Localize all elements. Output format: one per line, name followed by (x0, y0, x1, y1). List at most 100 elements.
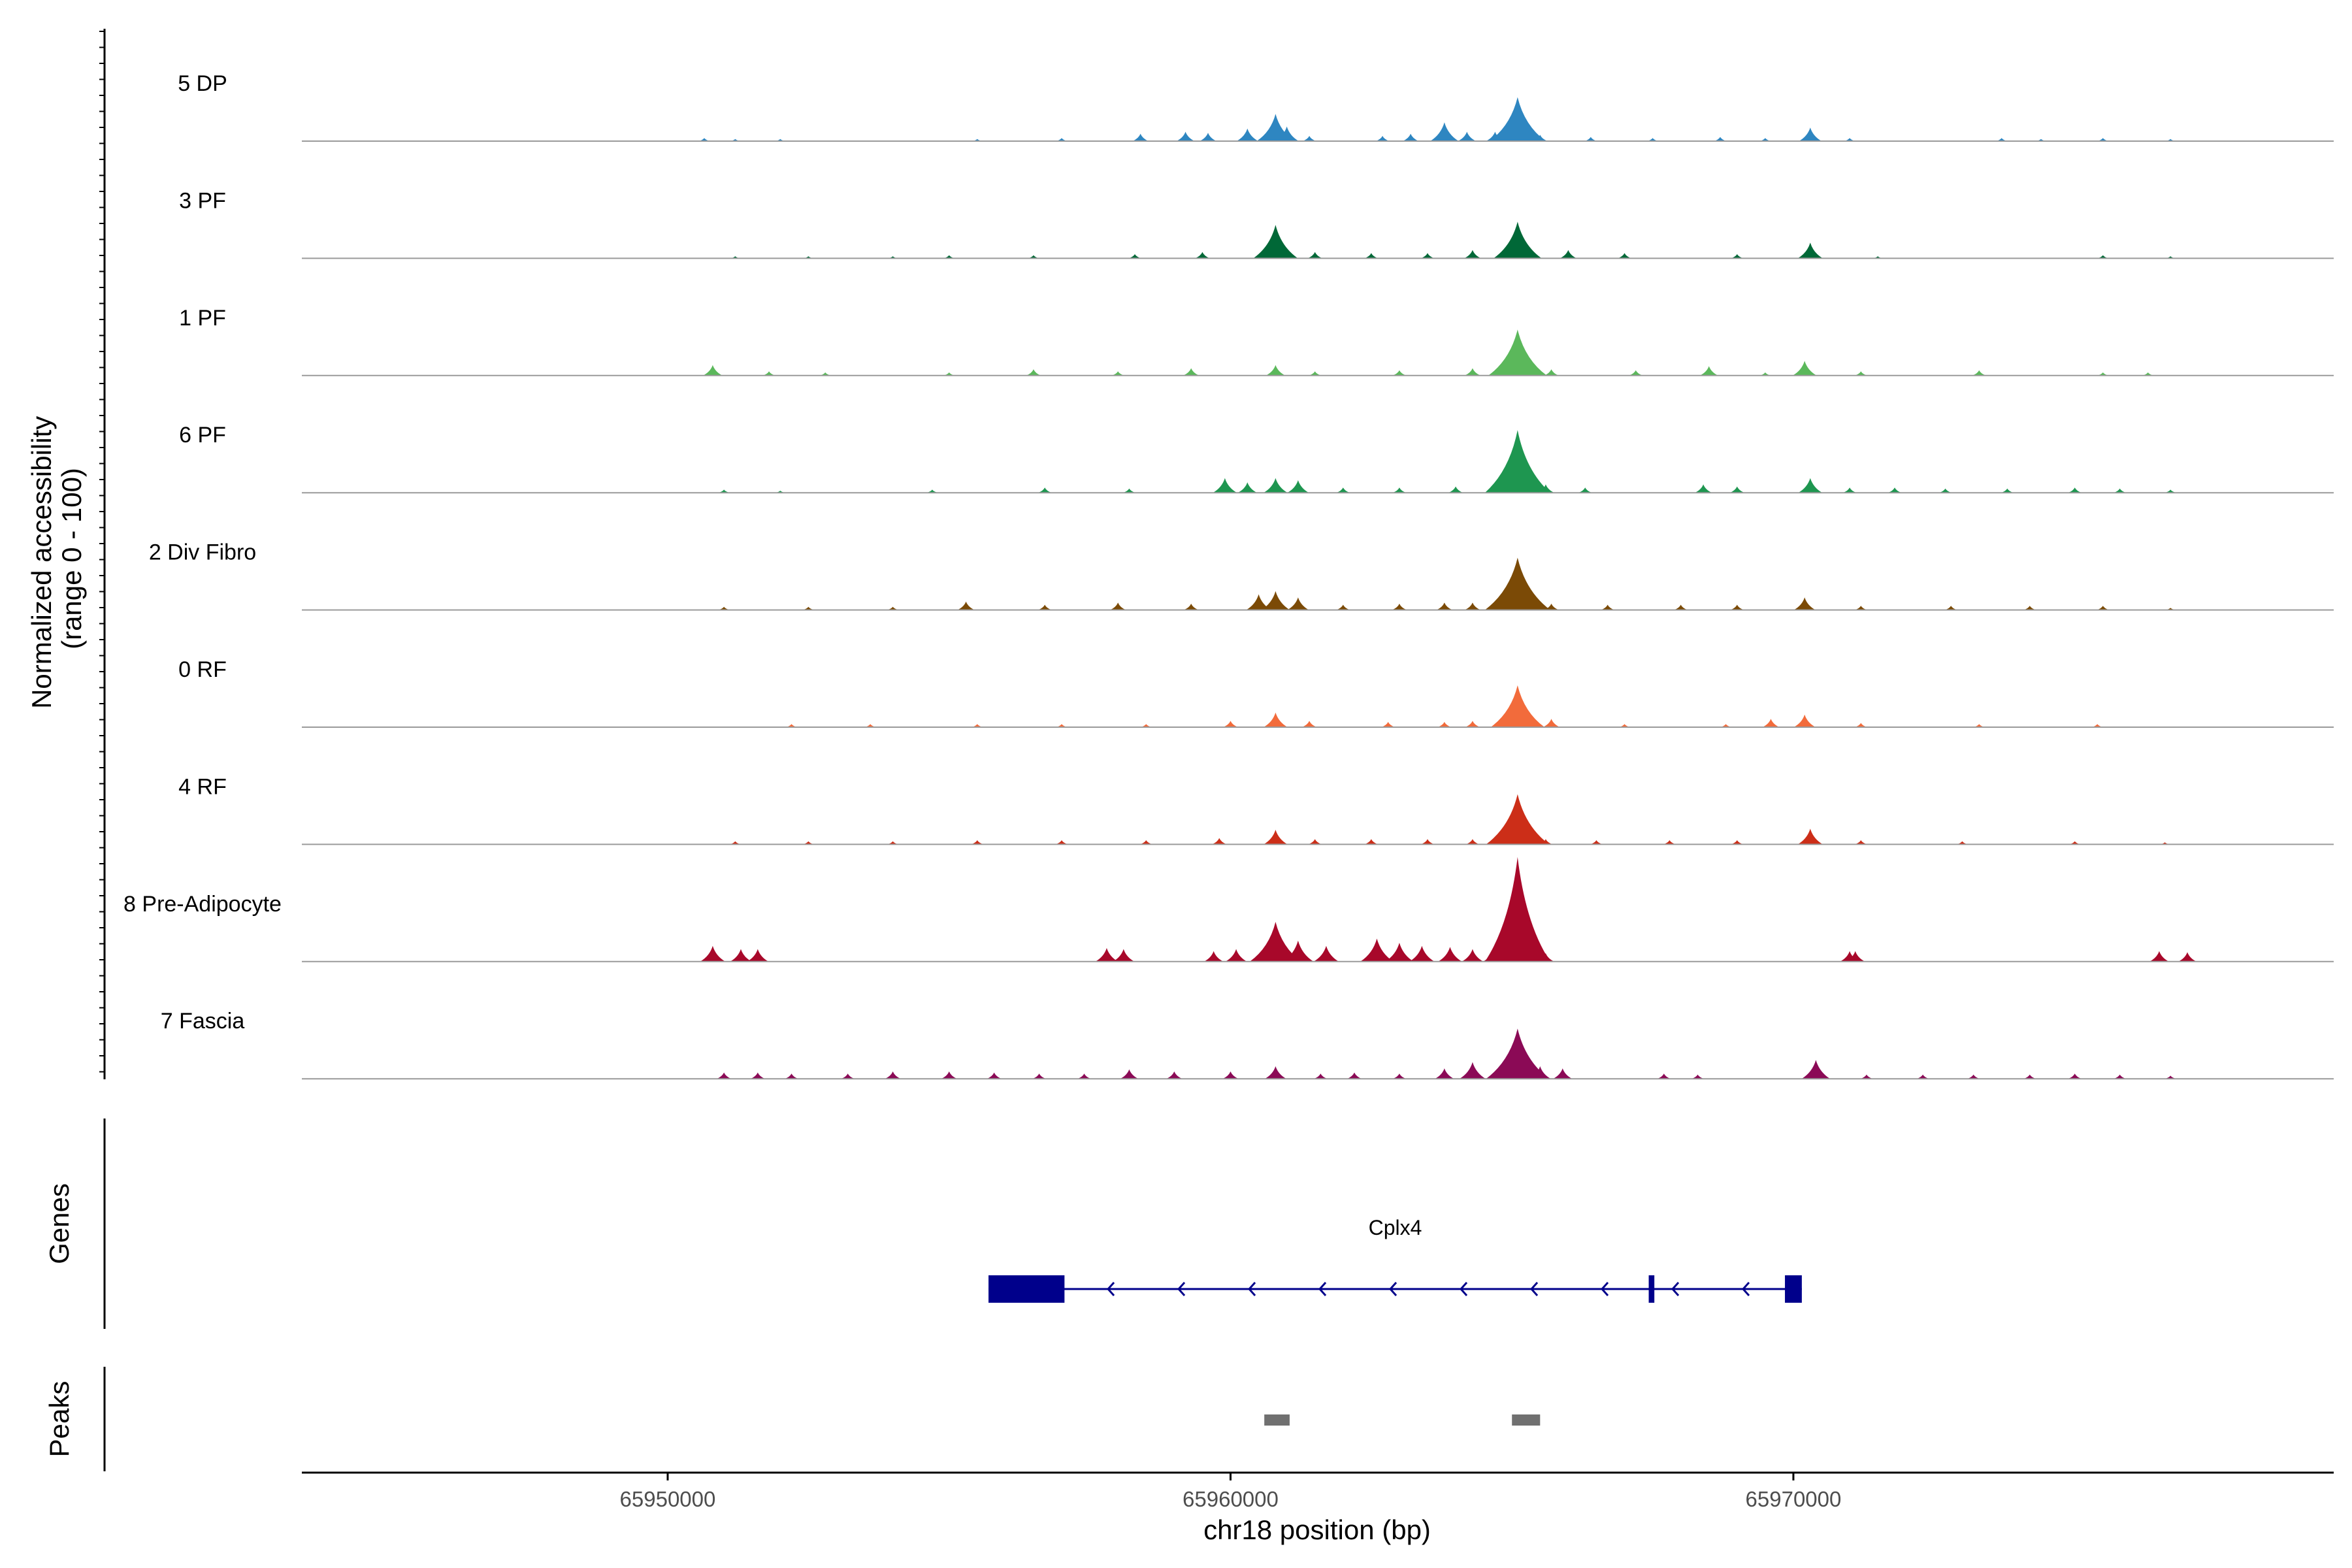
signal-peak (1490, 685, 1545, 727)
signal-peak (1347, 1072, 1362, 1079)
signal-peak (1264, 830, 1288, 845)
track-signal (785, 685, 2103, 727)
signal-peak (2164, 1075, 2176, 1079)
signal-peak (1302, 136, 1316, 141)
signal-peak (716, 1072, 732, 1079)
signal-peak (1465, 721, 1480, 727)
signal-peak (1529, 1066, 1551, 1079)
track-0-rf: 0 RF (178, 657, 2334, 728)
signal-peak (1714, 137, 1727, 141)
signal-peak (1056, 724, 1068, 727)
signal-peak (1629, 370, 1643, 376)
track-signal (703, 329, 2154, 376)
signal-peak (1484, 857, 1550, 962)
signal-peak (1122, 488, 1135, 493)
signal-peak (1275, 126, 1299, 141)
signal-peak (1132, 133, 1149, 141)
signal-peak (1360, 938, 1394, 962)
signal-peak (747, 949, 769, 962)
signal-peak (1458, 131, 1477, 141)
signal-peak (698, 138, 710, 141)
signal-peak (1336, 487, 1350, 493)
signal-peak (1183, 604, 1199, 610)
signal-peak (718, 489, 730, 493)
signal-peak (1552, 1068, 1573, 1079)
signal-peak (1674, 604, 1688, 610)
strand-chevron (1530, 1281, 1539, 1297)
signal-peak (1110, 602, 1126, 610)
track-8-pre-adipocyte: 8 Pre-Adipocyte (123, 857, 2334, 962)
signal-peak (802, 841, 814, 845)
signal-peak (1253, 225, 1298, 259)
signal-peak (718, 606, 730, 610)
signal-peak (1793, 597, 1816, 610)
signal-peak (1264, 478, 1288, 493)
genes-panel-title: Genes (44, 1183, 74, 1264)
signal-peak (1287, 597, 1309, 610)
signal-peak (1854, 371, 1867, 376)
signal-peak (957, 601, 975, 610)
peak-regions (1264, 1414, 1541, 1426)
track-5-dp: 5 DP (178, 71, 2334, 142)
signal-peak (1488, 329, 1547, 376)
signal-peak (1429, 122, 1459, 141)
signal-peak (1077, 1073, 1091, 1079)
signal-peak (2091, 724, 2103, 727)
gene-label: Cplx4 (1369, 1216, 1422, 1239)
signal-peak (1225, 949, 1247, 962)
signal-peak (1464, 602, 1481, 610)
signal-peak (1486, 794, 1550, 845)
signal-peak (1437, 722, 1452, 727)
signal-peak (1436, 602, 1452, 610)
signal-peak (1056, 138, 1068, 141)
signal-peak (1095, 948, 1119, 962)
signal-peak (1544, 369, 1559, 376)
track-3-pf: 3 PF (179, 188, 2334, 259)
signal-peak (1435, 1068, 1454, 1079)
track-6-pf: 6 PF (179, 423, 2334, 494)
peaks-panel-title: Peaks (44, 1381, 74, 1458)
signal-peak (2114, 1074, 2127, 1079)
peak-region (1264, 1414, 1290, 1426)
signal-peak (1699, 366, 1718, 376)
signal-peak (1944, 606, 1957, 610)
signal-peak (1392, 604, 1407, 610)
track-label: 4 RF (178, 774, 227, 799)
signal-peak (1759, 372, 1771, 376)
signal-peak (1842, 487, 1857, 493)
signal-peak (1211, 838, 1227, 845)
signal-peak (943, 255, 955, 259)
signal-peak (1176, 131, 1195, 141)
coverage-y-axis: Normalized accessibility (range 0 - 100) (26, 29, 106, 1079)
signal-peak (2097, 606, 2110, 610)
coverage-y-axis-ticks (99, 31, 105, 1073)
signal-peak (1237, 482, 1258, 493)
signal-peak (971, 840, 984, 845)
signal-peak (1759, 138, 1771, 141)
signal-peak (1584, 137, 1597, 141)
signal-peak (1309, 371, 1322, 376)
signal-peak (1494, 221, 1542, 259)
signal-peak (2023, 606, 2036, 610)
signal-peak (1731, 254, 1744, 259)
coverage-y-axis-title-line2: (range 0 - 100) (56, 468, 87, 649)
signal-peak (1128, 254, 1141, 259)
signal-peak (1663, 840, 1676, 845)
track-label: 6 PF (179, 423, 226, 448)
signal-peak (2142, 372, 2154, 376)
signal-peak (1489, 97, 1546, 141)
track-signal (716, 1028, 2176, 1079)
strand-chevron (1177, 1281, 1186, 1297)
signal-peak (1287, 480, 1309, 493)
x-axis: 65950000 65960000 65970000 chr18 position … (302, 1471, 2334, 1545)
signal-peak (1762, 719, 1780, 727)
signal-peak (1313, 1073, 1328, 1079)
signal-peak (1392, 370, 1407, 376)
signal-peak (1486, 1028, 1550, 1079)
track-2-div-fibro: 2 Div Fibro (149, 540, 2334, 611)
signal-peak (1223, 721, 1238, 727)
signal-peak (1246, 594, 1271, 610)
signal-peak (1301, 721, 1317, 727)
signal-peak (1854, 606, 1867, 610)
signal-peak (1560, 250, 1577, 259)
